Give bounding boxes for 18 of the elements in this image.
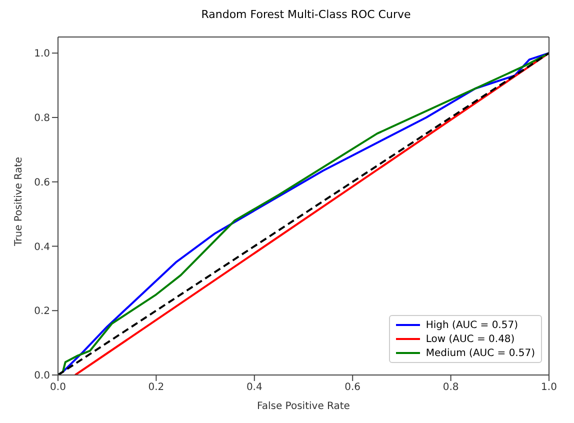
x-axis-title: False Positive Rate xyxy=(257,401,350,412)
y-tick-label: 0.8 xyxy=(34,113,50,124)
y-tick-label: 0.6 xyxy=(34,177,50,188)
x-tick-label: 0.8 xyxy=(442,382,459,394)
legend-label: High (AUC = 0.57) xyxy=(426,320,518,330)
x-tick-label: 0.6 xyxy=(344,382,361,394)
legend-label: Medium (AUC = 0.57) xyxy=(426,348,535,358)
y-tick-label: 0.0 xyxy=(34,370,50,382)
x-tick-label: 0.2 xyxy=(148,382,164,394)
y-tick-label: 1.0 xyxy=(34,48,50,60)
x-tick-label: 1.0 xyxy=(541,382,557,394)
y-tick-label: 0.2 xyxy=(34,306,50,318)
legend-label: Low (AUC = 0.48) xyxy=(426,334,515,344)
x-tick-label: 0.4 xyxy=(246,382,262,394)
chart-title: Random Forest Multi-Class ROC Curve xyxy=(200,8,412,22)
y-tick-label: 0.4 xyxy=(34,242,50,253)
y-axis-title: True Positive Rate xyxy=(14,156,25,247)
x-tick-label: 0.0 xyxy=(50,382,66,394)
